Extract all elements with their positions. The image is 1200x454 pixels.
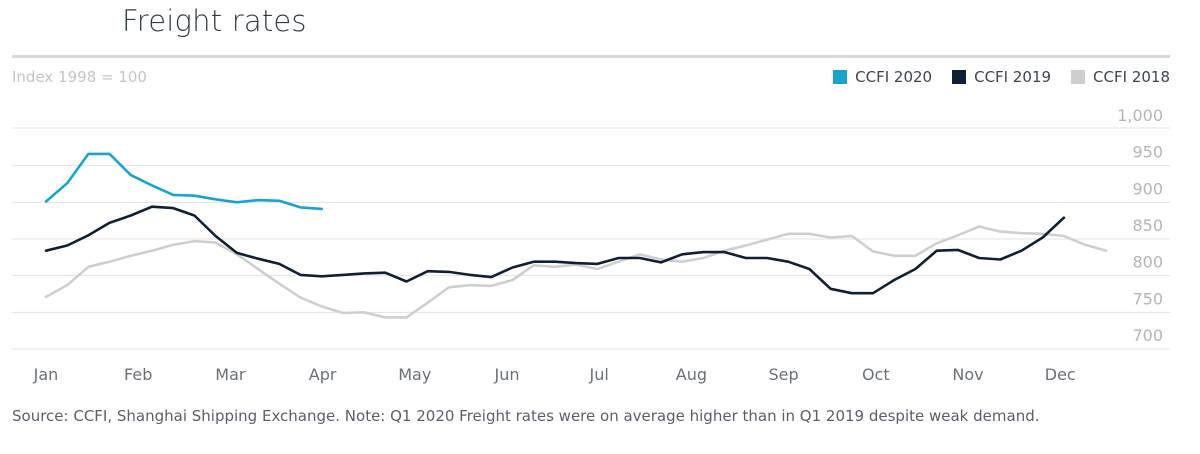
- legend-swatch-2018: [1071, 70, 1086, 84]
- legend-item-2020: CCFI 2020: [833, 68, 932, 86]
- x-tick-label-dec: Dec: [1045, 365, 1076, 384]
- y-tick-label-700: 700: [1132, 326, 1163, 345]
- y-tick-label-950: 950: [1132, 143, 1163, 162]
- series-line-ccfi-2018: [44, 225, 1108, 319]
- chart-title: Freight rates: [122, 4, 307, 38]
- x-tick-label-oct: Oct: [862, 365, 890, 384]
- legend-item-2019: CCFI 2019: [952, 68, 1051, 86]
- line-chart: 700 750 800 850 900 950 1,000 Jan Feb Mar Apr May Ju…: [12, 106, 1170, 384]
- x-tick-label-jul: Jul: [589, 365, 609, 384]
- legend-swatch-2019: [952, 70, 967, 84]
- x-tick-label-jan: Jan: [33, 365, 59, 384]
- y-tick-label-800: 800: [1132, 253, 1163, 272]
- y-tick-label-850: 850: [1132, 216, 1163, 235]
- series-line-ccfi-2020: [44, 152, 323, 211]
- x-tick-label-may: May: [398, 365, 431, 384]
- series-line-ccfi-2019: [44, 205, 1066, 295]
- x-tick-label-nov: Nov: [952, 365, 983, 384]
- x-tick-label-apr: Apr: [309, 365, 337, 384]
- legend-label-2020: CCFI 2020: [855, 68, 933, 86]
- y-tick-label-750: 750: [1132, 289, 1163, 308]
- x-tick-label-feb: Feb: [124, 365, 152, 384]
- source-note: Source: CCFI, Shanghai Shipping Exchange…: [12, 407, 1040, 425]
- title-divider: [12, 55, 1170, 58]
- legend-swatch-2020: [833, 70, 848, 84]
- x-tick-label-jun: Jun: [494, 365, 520, 384]
- legend: CCFI 2020 CCFI 2019 CCFI 2018: [833, 68, 1170, 86]
- x-tick-label-sep: Sep: [769, 365, 799, 384]
- x-tick-label-mar: Mar: [215, 365, 246, 384]
- legend-label-2019: CCFI 2019: [974, 68, 1052, 86]
- x-tick-label-aug: Aug: [676, 365, 707, 384]
- y-tick-label-900: 900: [1132, 179, 1163, 198]
- legend-item-2018: CCFI 2018: [1071, 68, 1170, 86]
- y-tick-label-1000: 1,000: [1117, 106, 1163, 125]
- legend-label-2018: CCFI 2018: [1093, 68, 1170, 86]
- unit-label: Index 1998 = 100: [12, 68, 147, 86]
